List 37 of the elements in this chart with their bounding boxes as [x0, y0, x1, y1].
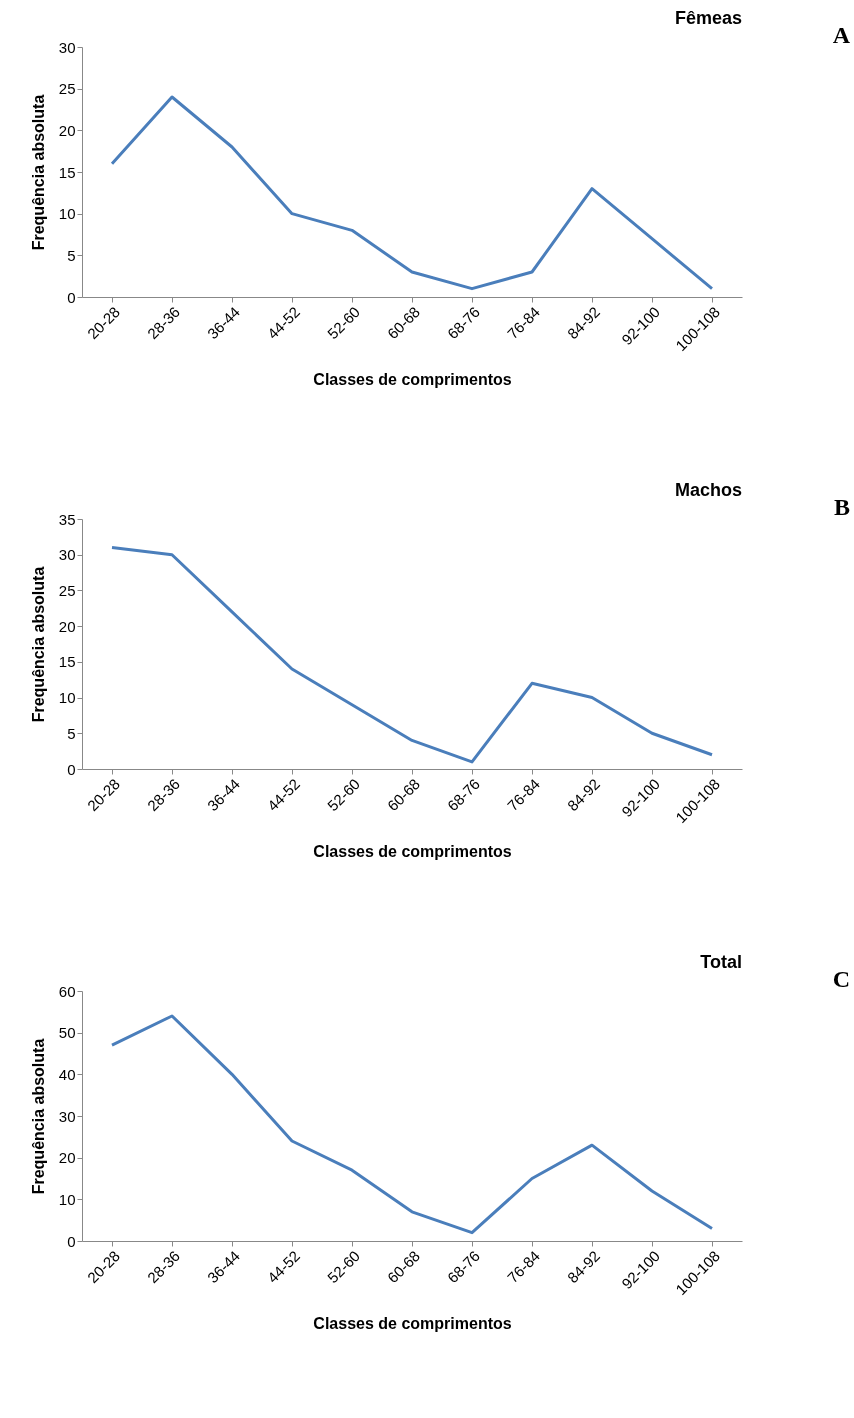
y-tick-label: 40: [58, 1065, 76, 1083]
y-tick-label: 15: [58, 653, 76, 671]
y-tick-label: 25: [58, 80, 76, 98]
y-tick-label: 0: [67, 288, 76, 306]
chart-title: Fêmeas: [674, 8, 742, 28]
y-tick-label: 60: [58, 982, 76, 1000]
x-axis-title: Classes de comprimentos: [313, 1315, 512, 1333]
y-tick-label: 10: [58, 1190, 76, 1208]
y-tick-label: 30: [58, 546, 76, 564]
y-axis-title: Frequência absoluta: [29, 1038, 47, 1195]
y-axis-title: Frequência absoluta: [29, 566, 47, 723]
text: C: [832, 966, 850, 993]
chart-title: Machos: [674, 480, 742, 500]
y-tick-label: 20: [58, 617, 76, 635]
y-tick-label: 30: [58, 38, 76, 56]
x-axis-title: Classes de comprimentos: [313, 843, 512, 861]
x-axis-title: Classes de comprimentos: [313, 371, 512, 389]
y-tick-label: 5: [67, 246, 76, 264]
line-series: [110, 1014, 714, 1235]
y-tick-label: 50: [58, 1024, 76, 1042]
y-tick-label: 25: [58, 581, 76, 599]
y-tick-label: 0: [67, 1232, 76, 1250]
y-tick-label: 30: [58, 1107, 76, 1125]
y-axis-title: Frequência absoluta: [29, 94, 47, 251]
text: A: [832, 22, 850, 49]
y-tick-label: 20: [58, 1149, 76, 1167]
y-tick-label: 35: [58, 510, 76, 528]
chart-title: Total: [700, 952, 742, 972]
y-tick-label: 5: [67, 724, 76, 742]
text: B: [833, 494, 850, 521]
line-series: [110, 95, 714, 291]
y-tick-label: 10: [58, 689, 76, 707]
y-tick-label: 15: [58, 163, 76, 181]
y-tick-label: 20: [58, 121, 76, 139]
line-series: [110, 546, 714, 764]
y-tick-label: 10: [58, 205, 76, 223]
y-tick-label: 0: [67, 760, 76, 778]
